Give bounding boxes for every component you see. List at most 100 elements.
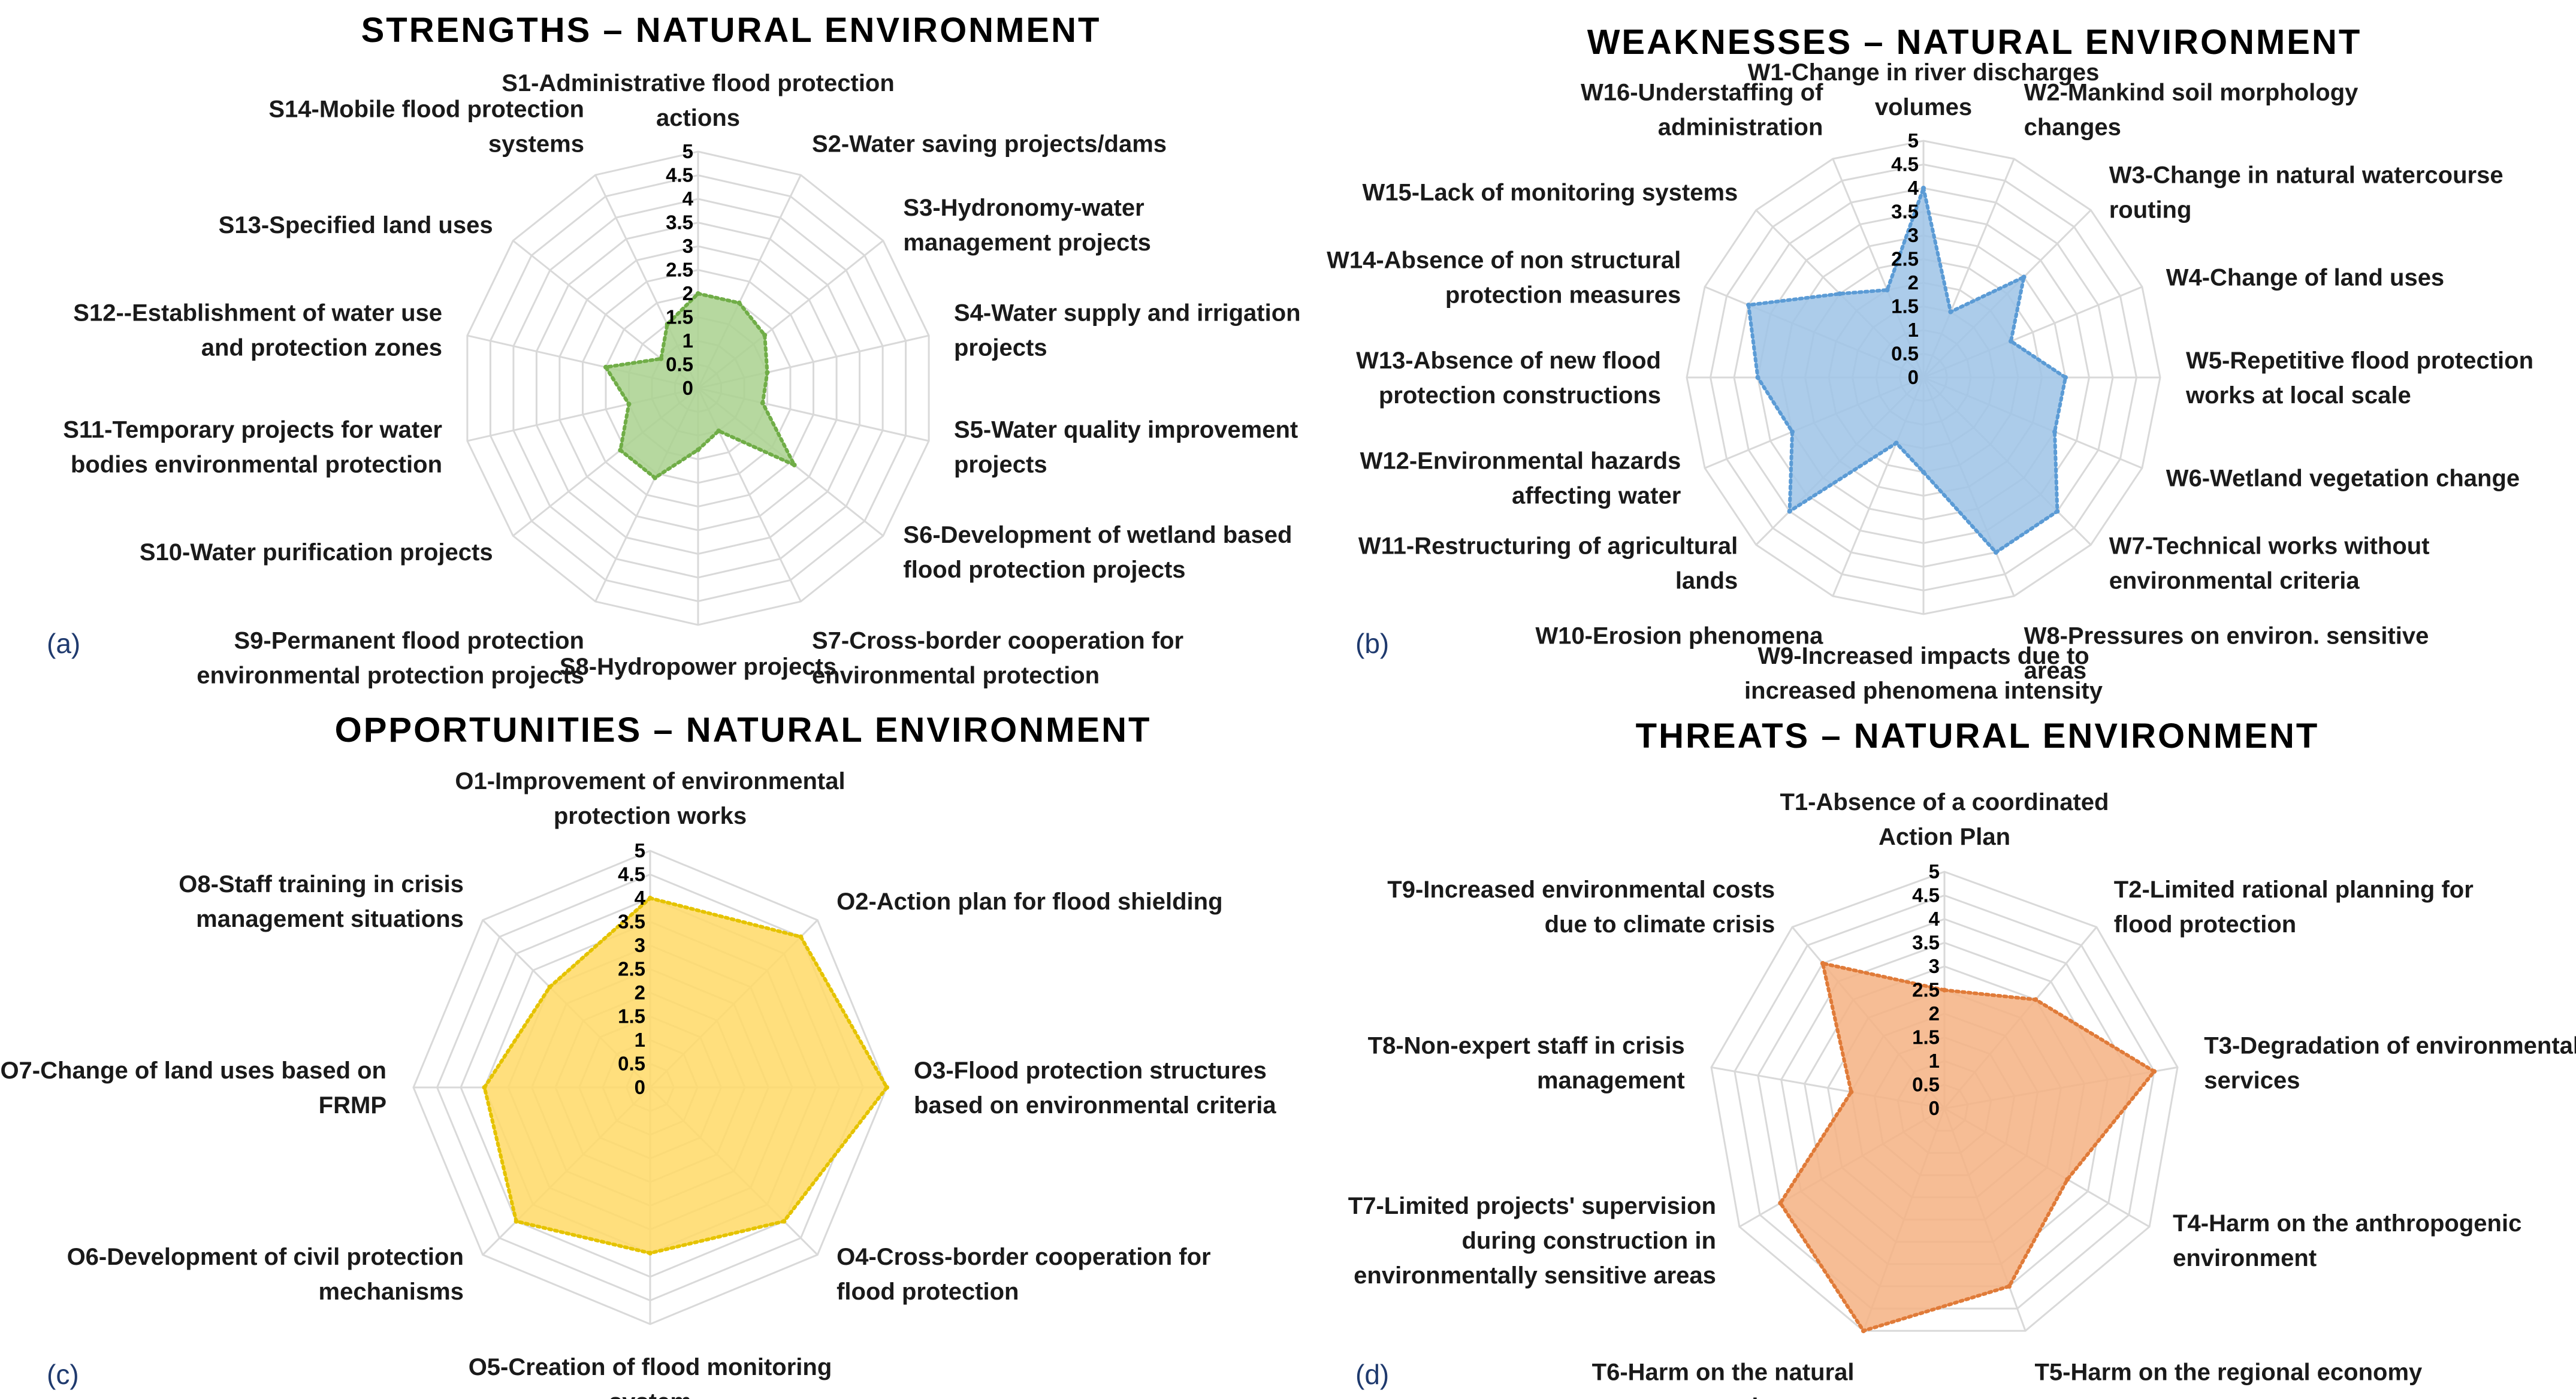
threats-tick-label: 3.5 (1912, 932, 1940, 954)
weaknesses-category-label-line: W9-Increased impacts due to (1757, 643, 2089, 669)
weaknesses-category-label-line: W3-Change in natural watercourse (2109, 162, 2503, 188)
weaknesses-tick-label: 0 (1908, 366, 1919, 388)
threats-category-label-line: T2-Limited rational planning for (2114, 877, 2474, 903)
opportunities-category-label-line: O3-Flood protection structures (914, 1057, 1267, 1084)
weaknesses-category-label: W15-Lack of monitoring systems (1363, 179, 1738, 206)
weaknesses-category-label: W13-Absence of new flood protection const… (1356, 348, 1661, 409)
strengths-data-point (765, 370, 770, 375)
strengths-data-point (696, 447, 700, 452)
strengths-category-label-line: S12--Establishment of water use (73, 300, 442, 327)
strengths-category-label-line: and protection zones (201, 335, 442, 361)
weaknesses-category-label-line: W5-Repetitive flood protection (2186, 348, 2533, 374)
opportunities-category-label-line: O4-Cross-border cooperation for (836, 1244, 1211, 1270)
threats-chart-title: THREATS – NATURAL ENVIRONMENT (1636, 717, 2320, 756)
threats-category-label: T2-Limited rational planning for flood pr… (2114, 877, 2474, 938)
threats-category-label-line: T1-Absence of a coordinated (1780, 789, 2109, 815)
strengths-category-label: S14-Mobile flood protection systems (268, 96, 584, 157)
weaknesses-data-point (1787, 509, 1792, 514)
strengths-category-label-line: management projects (903, 229, 1150, 256)
weaknesses-data-point (2009, 339, 2013, 344)
threats-tick-label: 5 (1929, 860, 1940, 883)
strengths-category-label: S9-Permanent flood protection environment… (197, 628, 584, 689)
strengths-category-label-line: S10-Water purification projects (140, 539, 493, 566)
strengths-tick-label: 0 (682, 377, 693, 399)
threats-data-point (1820, 960, 1825, 966)
threats-tick-labels: 00.511.522.533.544.55 (1912, 860, 1940, 1119)
threats-series-area (1778, 961, 2157, 1333)
weaknesses-category-label: W2-Mankind soil morphology changes (2024, 79, 2359, 140)
threats-radar-chart: THREATS – NATURAL ENVIRONMENT (d) 00.511… (1348, 717, 2576, 1399)
strengths-radar-chart: STRENGTHS – NATURAL ENVIRONMENT (a) 00.5… (47, 11, 1301, 689)
weaknesses-tick-label: 1 (1908, 319, 1919, 341)
strengths-category-label: S12--Establishment of water use and prote… (73, 300, 442, 361)
weaknesses-category-label-line: areas (2024, 658, 2087, 684)
strengths-data-point (618, 448, 623, 453)
threats-category-label: T5-Harm on the regional economy (2035, 1359, 2423, 1386)
strengths-category-label: S4-Water supply and irrigation projects (954, 300, 1301, 361)
strengths-data-point (792, 463, 797, 468)
opportunities-category-label: O8-Staff training in crisis management si… (179, 871, 464, 932)
weaknesses-category-label-line: W4-Change of land uses (2166, 264, 2445, 291)
weaknesses-data-point (2052, 429, 2057, 434)
strengths-data-point (762, 333, 768, 338)
threats-grid-ring (1734, 894, 2155, 1310)
opportunities-data-point (514, 1219, 519, 1224)
threats-category-label-line: environment (2173, 1245, 2317, 1271)
strengths-category-label-line: S13-Specified land uses (219, 212, 493, 238)
opportunities-category-label-line: mechanisms (319, 1279, 464, 1305)
opportunities-category-label-line: O1-Improvement of environmental (455, 768, 845, 794)
threats-axis-labels: T1-Absence of a coordinated Action Plan T2… (1348, 789, 2576, 1399)
weaknesses-data-point (1921, 470, 1926, 475)
weaknesses-radar-chart: WEAKNESSES – NATURAL ENVIRONMENT (b) 00.… (1327, 23, 2533, 704)
opportunities-tick-label: 2.5 (618, 958, 645, 980)
weaknesses-tick-label: 1.5 (1891, 295, 1919, 318)
weaknesses-category-label-line: W7-Technical works without (2109, 533, 2430, 560)
weaknesses-series-area (1747, 186, 2067, 554)
strengths-category-label: S10-Water purification projects (140, 539, 493, 566)
opportunities-category-label-line: O7-Change of land uses based on (0, 1057, 386, 1084)
strengths-data-point (659, 356, 664, 361)
threats-category-label-line: due to climate crisis (1545, 911, 1775, 938)
weaknesses-data-point (2063, 375, 2068, 380)
threats-category-label-line: environmentally sensitive areas (1354, 1262, 1716, 1289)
opportunities-tick-label: 2 (635, 981, 645, 1004)
strengths-data-point (716, 428, 721, 434)
strengths-category-label-line: systems (488, 131, 584, 157)
threats-category-label-line: environment (1710, 1394, 1854, 1399)
opportunities-tick-label: 0 (635, 1076, 645, 1098)
threats-data-point (2007, 1283, 2012, 1289)
weaknesses-category-label-line: lands (1675, 568, 1738, 594)
weaknesses-data-point (1746, 303, 1751, 308)
weaknesses-category-label: W4-Change of land uses (2166, 264, 2445, 291)
threats-tick-label: 4.5 (1912, 884, 1940, 907)
opportunities-data-point (547, 984, 552, 990)
threats-series (1778, 960, 2157, 1334)
strengths-category-label: S7-Cross-border cooperation for environme… (812, 628, 1183, 689)
threats-category-label-line: services (2204, 1068, 2300, 1094)
threats-tick-label: 0 (1929, 1097, 1940, 1119)
strengths-category-label: S2-Water saving projects/dams (812, 131, 1167, 157)
strengths-data-point (696, 291, 700, 296)
opportunities-data-point (798, 934, 804, 939)
strengths-category-label-line: flood protection projects (903, 557, 1185, 583)
weaknesses-data-point (1837, 291, 1843, 297)
weaknesses-data-point (1993, 549, 1998, 555)
weaknesses-category-label-line: W15-Lack of monitoring systems (1363, 179, 1738, 206)
opportunities-category-label: O6-Development of civil protection mechan… (67, 1244, 464, 1305)
threats-category-label-line: management (1537, 1068, 1685, 1094)
opportunities-tick-label: 4 (635, 887, 646, 909)
strengths-tick-label: 2 (682, 282, 693, 304)
weaknesses-category-label-line: routing (2109, 197, 2192, 223)
strengths-category-label-line: environmental protection (812, 663, 1100, 689)
weaknesses-category-label: W10-Erosion phenomena (1535, 623, 1823, 649)
threats-tick-label: 1 (1929, 1050, 1940, 1072)
strengths-data-point (653, 475, 657, 481)
opportunities-tick-label: 1 (635, 1029, 645, 1051)
opportunities-data-point (648, 1250, 653, 1256)
threats-tick-label: 2 (1929, 1002, 1940, 1025)
weaknesses-category-label: W6-Wetland vegetation change (2166, 466, 2520, 492)
strengths-category-label-line: S6-Development of wetland based (903, 522, 1292, 548)
weaknesses-chart-title: WEAKNESSES – NATURAL ENVIRONMENT (1587, 23, 2362, 62)
weaknesses-data-point (1790, 429, 1795, 434)
